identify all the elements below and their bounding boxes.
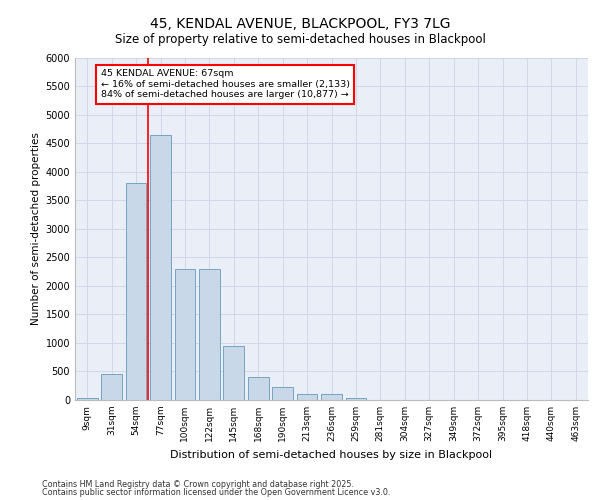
Text: Contains public sector information licensed under the Open Government Licence v3: Contains public sector information licen… — [42, 488, 391, 497]
Bar — [248, 377, 269, 400]
Bar — [101, 374, 122, 400]
Text: Size of property relative to semi-detached houses in Blackpool: Size of property relative to semi-detach… — [115, 32, 485, 46]
Text: 45, KENDAL AVENUE, BLACKPOOL, FY3 7LG: 45, KENDAL AVENUE, BLACKPOOL, FY3 7LG — [150, 18, 450, 32]
Bar — [272, 388, 293, 400]
Bar — [321, 394, 342, 400]
Bar — [77, 398, 98, 400]
Bar — [175, 268, 196, 400]
Y-axis label: Number of semi-detached properties: Number of semi-detached properties — [31, 132, 41, 325]
Bar — [199, 268, 220, 400]
Text: 45 KENDAL AVENUE: 67sqm
← 16% of semi-detached houses are smaller (2,133)
84% of: 45 KENDAL AVENUE: 67sqm ← 16% of semi-de… — [101, 70, 350, 100]
Bar — [296, 394, 317, 400]
Bar — [223, 346, 244, 400]
X-axis label: Distribution of semi-detached houses by size in Blackpool: Distribution of semi-detached houses by … — [170, 450, 493, 460]
Bar — [150, 134, 171, 400]
Bar — [346, 398, 367, 400]
Text: Contains HM Land Registry data © Crown copyright and database right 2025.: Contains HM Land Registry data © Crown c… — [42, 480, 354, 489]
Bar — [125, 183, 146, 400]
